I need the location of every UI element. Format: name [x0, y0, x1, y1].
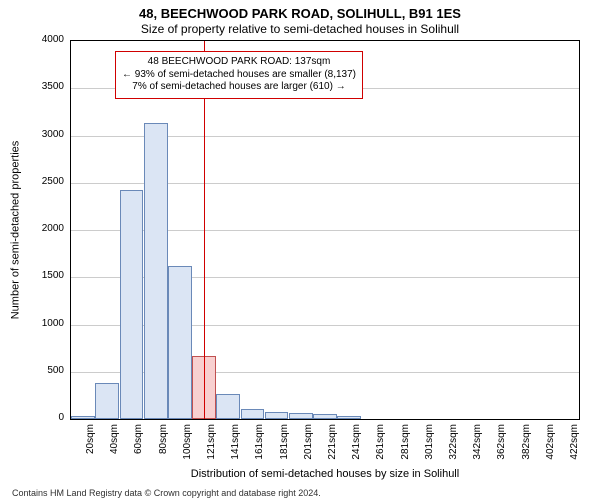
histogram-bar: [168, 266, 192, 419]
y-tick-label: 2500: [24, 176, 64, 187]
x-tick-label: 121sqm: [206, 424, 217, 474]
y-tick-label: 500: [24, 365, 64, 376]
x-tick-label: 201sqm: [303, 424, 314, 474]
x-tick-label: 181sqm: [279, 424, 290, 474]
attribution-footer: Contains HM Land Registry data © Crown c…: [12, 488, 356, 500]
histogram-bar: [265, 412, 289, 419]
histogram-bar: [289, 413, 313, 419]
x-tick-label: 362sqm: [496, 424, 507, 474]
x-tick-label: 422sqm: [569, 424, 580, 474]
y-tick-label: 4000: [24, 34, 64, 45]
x-tick-label: 261sqm: [375, 424, 386, 474]
x-tick-label: 60sqm: [133, 424, 144, 474]
x-tick-label: 301sqm: [424, 424, 435, 474]
x-tick-label: 221sqm: [327, 424, 338, 474]
annotation-line: ← 93% of semi-detached houses are smalle…: [122, 69, 356, 82]
x-tick-label: 281sqm: [400, 424, 411, 474]
x-tick-label: 40sqm: [109, 424, 120, 474]
histogram-bar: [71, 416, 95, 419]
annotation-line: 7% of semi-detached houses are larger (6…: [122, 81, 356, 94]
x-tick-label: 241sqm: [351, 424, 362, 474]
y-tick-label: 3500: [24, 81, 64, 92]
y-tick-label: 1500: [24, 270, 64, 281]
annotation-line: 48 BEECHWOOD PARK ROAD: 137sqm: [122, 56, 356, 69]
x-tick-label: 382sqm: [521, 424, 532, 474]
title-address: 48, BEECHWOOD PARK ROAD, SOLIHULL, B91 1…: [0, 6, 600, 21]
x-tick-label: 161sqm: [254, 424, 265, 474]
annotation-box: 48 BEECHWOOD PARK ROAD: 137sqm← 93% of s…: [115, 51, 363, 99]
y-tick-label: 0: [24, 412, 64, 423]
chart-container: 48, BEECHWOOD PARK ROAD, SOLIHULL, B91 1…: [0, 0, 600, 500]
y-axis-label-text: Number of semi-detached properties: [9, 141, 21, 320]
histogram-bar: [216, 394, 240, 420]
y-tick-label: 1000: [24, 318, 64, 329]
footer-line1: Contains HM Land Registry data © Crown c…: [12, 488, 356, 499]
histogram-bar: [144, 123, 168, 419]
plot-box: 48 BEECHWOOD PARK ROAD: 137sqm← 93% of s…: [70, 40, 580, 420]
x-tick-label: 20sqm: [85, 424, 96, 474]
x-tick-label: 322sqm: [448, 424, 459, 474]
y-tick-label: 3000: [24, 129, 64, 140]
plot-area: 48 BEECHWOOD PARK ROAD: 137sqm← 93% of s…: [70, 40, 580, 420]
histogram-bar: [337, 416, 361, 419]
histogram-bar: [95, 383, 119, 419]
x-tick-label: 141sqm: [230, 424, 241, 474]
x-tick-label: 80sqm: [158, 424, 169, 474]
x-axis-label: Distribution of semi-detached houses by …: [70, 468, 580, 480]
x-tick-label: 402sqm: [545, 424, 556, 474]
title-subtitle: Size of property relative to semi-detach…: [0, 22, 600, 36]
x-tick-label: 342sqm: [472, 424, 483, 474]
y-axis-label: Number of semi-detached properties: [8, 40, 22, 420]
histogram-bar: [241, 409, 265, 419]
histogram-bar: [120, 190, 144, 419]
x-tick-label: 100sqm: [182, 424, 193, 474]
y-tick-label: 2000: [24, 223, 64, 234]
histogram-bar: [313, 414, 337, 419]
